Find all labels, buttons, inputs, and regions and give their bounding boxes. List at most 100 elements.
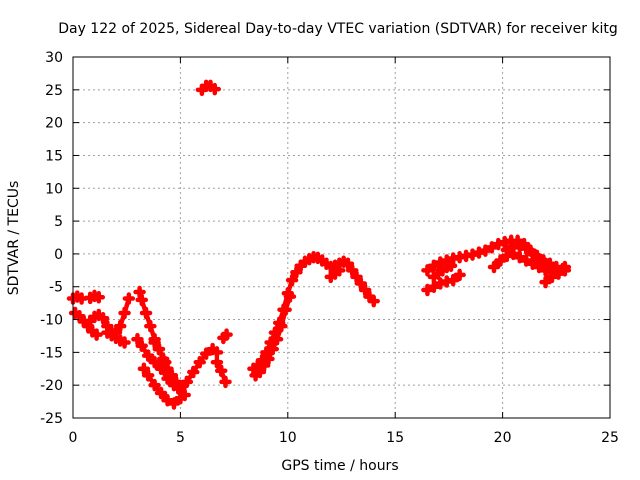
data-point	[367, 294, 380, 308]
data-point	[262, 352, 275, 366]
data-point	[333, 264, 346, 277]
y-axis-label: SDTVAR / TECUs	[6, 181, 22, 296]
series-seg1	[66, 290, 88, 305]
data-point	[487, 260, 501, 274]
data-point	[139, 306, 153, 320]
data-point	[421, 283, 434, 297]
data-point	[133, 285, 146, 299]
series-seg8	[131, 332, 224, 395]
data-point	[279, 303, 292, 316]
y-tick-label: -25	[40, 411, 63, 427]
data-point	[135, 293, 148, 307]
data-point	[526, 257, 539, 271]
data-point	[350, 270, 363, 284]
data-point	[220, 328, 233, 341]
data-point	[144, 319, 157, 333]
y-tick-label: 20	[45, 116, 63, 132]
data-point	[187, 365, 200, 379]
data-point	[345, 264, 359, 277]
data-point	[219, 375, 232, 389]
series-seg18	[421, 268, 466, 297]
data-point	[193, 355, 206, 369]
plot-frame	[72, 56, 611, 419]
data-point	[214, 364, 228, 377]
data-point	[519, 242, 533, 255]
x-tick-label: 5	[176, 430, 185, 446]
series-trace	[543, 264, 568, 285]
data-point	[453, 268, 466, 282]
y-tick-label: -5	[49, 280, 63, 296]
data-point	[358, 283, 372, 297]
y-tick-label: 30	[45, 50, 63, 66]
data-point	[519, 254, 533, 267]
y-tick-label: -15	[40, 345, 63, 361]
data-point	[513, 250, 527, 264]
series-seg16	[324, 264, 346, 284]
data-point	[135, 339, 148, 353]
series-seg6	[101, 292, 136, 342]
data-point	[532, 252, 546, 266]
data-point	[446, 273, 460, 287]
data-point	[172, 382, 185, 395]
data-point	[161, 394, 174, 407]
data-point	[118, 336, 131, 349]
data-point	[421, 264, 434, 277]
series-seg13	[195, 79, 222, 97]
series-seg9	[137, 362, 187, 410]
data-point	[539, 257, 552, 271]
data-point	[210, 355, 224, 369]
data-point	[253, 365, 267, 379]
data-point	[444, 259, 458, 272]
data-point	[148, 355, 161, 369]
data-point	[285, 273, 299, 287]
chart-title: Day 122 of 2025, Sidereal Day-to-day VTE…	[58, 21, 618, 37]
data-point	[275, 319, 288, 333]
data-point	[154, 386, 168, 400]
data-point	[152, 342, 166, 356]
series-seg12	[217, 328, 233, 345]
data-point	[552, 266, 565, 279]
data-point	[159, 355, 172, 369]
data-point	[290, 266, 303, 279]
x-tick-label: 10	[279, 430, 297, 446]
series-seg15	[249, 290, 297, 382]
data-point	[485, 241, 499, 254]
data-point	[210, 346, 224, 359]
axis-ticks	[72, 56, 611, 419]
data-point	[545, 270, 559, 284]
tick-labels: 0 5 10 15 20 25 -25 -20 -15 -10 -5 0 5 10 15 20 25 30	[40, 50, 619, 446]
data-point	[427, 259, 441, 272]
data-point	[494, 254, 507, 267]
y-tick-label: 0	[54, 247, 63, 263]
series-seg2	[83, 289, 106, 305]
data-point	[122, 292, 136, 305]
data-point	[500, 243, 514, 257]
x-tick-label: 0	[69, 430, 78, 446]
data-point	[137, 362, 151, 376]
series-seg22	[539, 260, 572, 289]
data-point	[479, 244, 492, 257]
data-point	[90, 328, 103, 341]
series-seg10	[148, 336, 191, 402]
x-tick-label: 15	[386, 430, 404, 446]
data-point	[148, 336, 161, 349]
data-point	[539, 275, 552, 289]
data-point	[131, 332, 144, 346]
x-tick-label: 25	[601, 430, 619, 446]
data-point	[427, 280, 441, 293]
y-tick-label: 15	[45, 148, 63, 164]
y-tick-label: 5	[54, 214, 63, 230]
data-point	[270, 332, 284, 346]
data-point	[141, 369, 155, 382]
series-seg21	[500, 239, 559, 275]
data-point	[141, 349, 155, 362]
data-point	[148, 378, 161, 392]
data-point	[283, 290, 297, 303]
data-point	[178, 388, 191, 402]
x-axis-label: GPS time / hours	[281, 458, 398, 474]
series-seg19	[427, 259, 458, 284]
y-tick-label: -10	[40, 313, 63, 329]
data-point	[208, 82, 222, 96]
data-point	[341, 257, 355, 271]
data-point	[165, 369, 179, 382]
